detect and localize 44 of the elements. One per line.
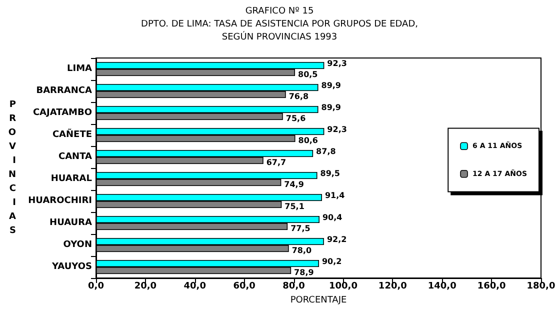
data-label: 92,2 [326,235,347,244]
y-tick-label: BARRANCA [36,86,92,96]
data-label: 78,9 [294,268,314,277]
data-label: 89,5 [320,169,340,178]
x-tick-label: 20,0 [134,282,157,292]
x-tick-label: 100,0 [328,282,358,292]
data-label: 92,3 [327,59,347,68]
data-label: 89,9 [321,81,342,90]
data-label: 90,2 [322,257,342,266]
data-label: 77,5 [290,224,311,233]
x-tick-label: 120,0 [378,282,407,292]
data-label: 75,1 [284,202,305,211]
text: PROVINCIAS [8,100,16,236]
x-tick-label: 0,0 [88,282,104,292]
data-label: 80,5 [298,70,318,79]
data-label: 90,4 [322,213,343,222]
x-tick-label: 60,0 [233,282,256,292]
data-label: 92,3 [327,125,347,134]
y-tick-label: CANTA [58,152,92,162]
data-label: 67,7 [266,158,286,167]
data-label: 80,6 [298,136,318,145]
y-tick-label: CAÑETE [52,128,92,140]
y-tick-label: CAJATAMBO [32,108,92,118]
data-label: 75,6 [286,114,306,123]
x-axis-title: PORCENTAJE [290,296,347,306]
y-tick-label: LIMA [66,64,92,74]
y-tick-label: HUAROCHIRI [28,196,92,206]
x-tick-label: 160,0 [477,282,506,292]
data-label: 89,9 [321,103,342,112]
x-tick-label: 40,0 [184,282,206,292]
y-tick-label: OYON [63,240,92,250]
x-tick-label: 180,0 [526,282,556,292]
data-label: 87,8 [316,147,336,156]
data-label: 74,9 [284,180,304,189]
chart-title: GRAFICO Nº 15 [245,6,314,16]
y-tick-label: YAUYOS [51,262,92,272]
x-tick-label: 80,0 [282,282,305,292]
x-tick-label: 140,0 [428,282,456,292]
chart-subtitle: DPTO. DE LIMA: TASA DE ASISTENCIA POR GRUPOS DE EDAD, SEGÚN PROVINCIAS 1993 [141,20,418,42]
y-tick-label: HUAURA [50,218,92,228]
data-label: 78,0 [292,246,312,255]
data-label: 76,8 [288,92,310,101]
y-tick-label: HUARAL [50,174,92,184]
data-label: 91,4 [324,191,346,200]
